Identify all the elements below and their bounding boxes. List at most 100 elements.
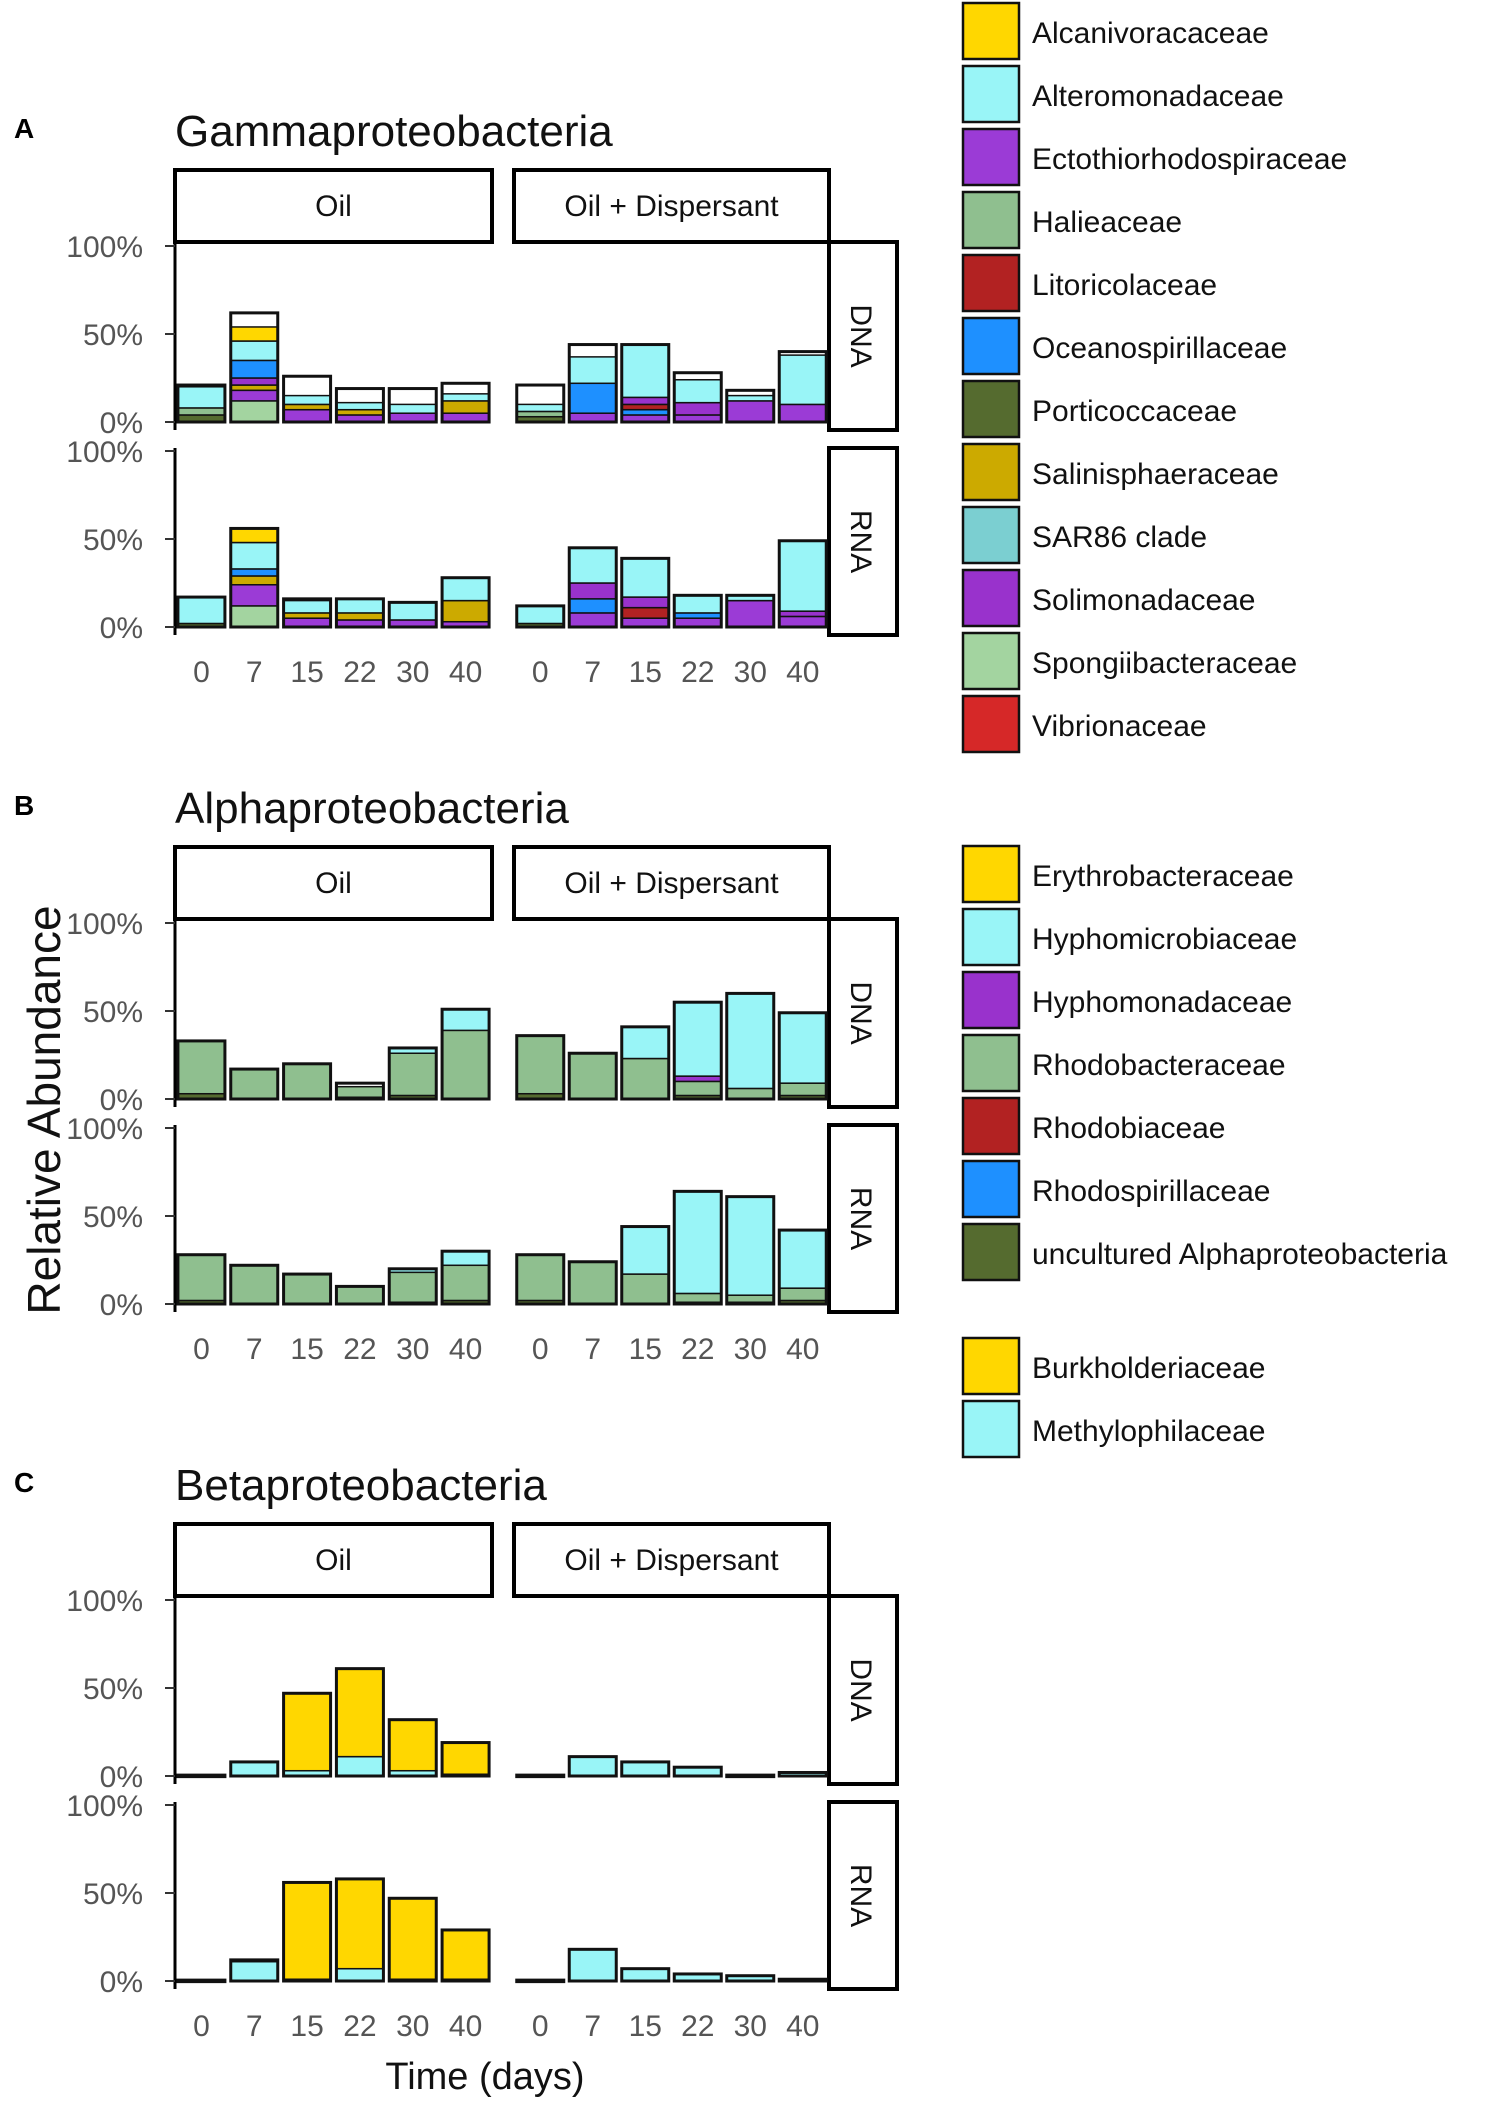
bar-segment bbox=[335, 401, 385, 411]
bar-outline bbox=[282, 1880, 333, 1983]
legend-label: Burkholderiaceae bbox=[1032, 1352, 1265, 1385]
bar-segment bbox=[441, 1029, 490, 1100]
row-strip-1 bbox=[827, 1800, 899, 1991]
y-axis-label: Relative Abundance bbox=[18, 905, 70, 1314]
bar-segment bbox=[441, 1250, 490, 1267]
legend-label: Ectothiorhodospiraceae bbox=[1032, 143, 1347, 176]
chart-title: Gammaproteobacteria bbox=[175, 107, 613, 156]
bar-segment bbox=[778, 1229, 827, 1289]
y-tick-label: 0% bbox=[100, 1761, 143, 1794]
bar-outline bbox=[387, 1896, 438, 1983]
bar-outline bbox=[672, 593, 723, 629]
bar-segment bbox=[673, 1080, 722, 1097]
bar-segment bbox=[516, 410, 565, 418]
bar-outline bbox=[440, 381, 491, 424]
x-tick-label: 30 bbox=[734, 1333, 767, 1366]
x-tick-label: 0 bbox=[532, 656, 549, 689]
x-tick-label: 30 bbox=[734, 2010, 767, 2043]
bar-outline bbox=[334, 1284, 385, 1306]
bar-outline bbox=[229, 311, 280, 424]
bar-outline bbox=[725, 593, 776, 629]
bar-segment bbox=[673, 1190, 722, 1295]
bar-outline bbox=[777, 539, 828, 629]
bar-outline bbox=[282, 597, 333, 629]
bar-segment bbox=[282, 394, 332, 406]
x-tick-label: 22 bbox=[343, 1333, 376, 1366]
bar-segment bbox=[726, 1294, 775, 1303]
bar-segment bbox=[230, 527, 279, 544]
legend-label: Rhodobacteraceae bbox=[1032, 1049, 1286, 1082]
bar-segment bbox=[568, 1052, 617, 1100]
bar-segment bbox=[621, 1026, 670, 1060]
bar-segment bbox=[441, 599, 490, 623]
bar-segment bbox=[441, 1741, 490, 1775]
legend-swatch bbox=[961, 1222, 1021, 1282]
bar-outline bbox=[515, 604, 566, 629]
chart-title: Betaproteobacteria bbox=[175, 1461, 547, 1510]
y-tick-label: 100% bbox=[66, 1790, 143, 1823]
bar-segment bbox=[726, 400, 775, 423]
bar-segment bbox=[568, 1755, 617, 1777]
chart-group-c: C Betaproteobacteria Oil Oil + Dispersant DN… bbox=[14, 1336, 1265, 2043]
bar-segment bbox=[230, 584, 279, 607]
y-tick-label: 0% bbox=[100, 1289, 143, 1322]
bar-segment bbox=[441, 1008, 490, 1032]
bar-segment bbox=[230, 340, 279, 362]
bar-segment bbox=[441, 400, 490, 414]
bar-outline bbox=[176, 1039, 227, 1101]
bar-segment bbox=[621, 396, 670, 406]
bar-segment bbox=[177, 1253, 226, 1302]
x-tick-label: 30 bbox=[396, 1333, 429, 1366]
bar-segment bbox=[388, 1271, 437, 1303]
bar-outline bbox=[515, 1773, 566, 1779]
x-tick-label: 7 bbox=[584, 656, 601, 689]
y-tick-label: 50% bbox=[83, 996, 143, 1029]
x-tick-label: 7 bbox=[584, 1333, 601, 1366]
bar-segment bbox=[230, 1960, 279, 1982]
bar-segment bbox=[778, 1287, 827, 1302]
bar-outline bbox=[777, 1011, 828, 1101]
bar-segment bbox=[230, 1761, 279, 1777]
bar-segment bbox=[568, 598, 617, 614]
legend-label: Porticoccaceae bbox=[1032, 395, 1237, 428]
row-strip-0 bbox=[827, 917, 899, 1109]
bar-segment bbox=[282, 1063, 332, 1100]
x-tick-label: 0 bbox=[532, 1333, 549, 1366]
legend-swatch bbox=[961, 568, 1021, 628]
bar-outline bbox=[387, 1718, 438, 1778]
facet-label: Oil + Dispersant bbox=[564, 1544, 779, 1577]
bar-segment bbox=[388, 1718, 437, 1772]
bar-segment bbox=[568, 547, 617, 584]
legend-swatch bbox=[961, 1399, 1021, 1459]
row-label: DNA bbox=[844, 304, 877, 367]
bar-outline bbox=[387, 600, 438, 629]
bar-segment bbox=[621, 408, 670, 416]
bar-outline bbox=[515, 1978, 566, 1984]
x-tick-label: 22 bbox=[681, 1333, 714, 1366]
bar-outline bbox=[515, 383, 566, 424]
x-tick-label: 15 bbox=[290, 656, 323, 689]
legend-swatch bbox=[961, 694, 1021, 754]
y-tick-label: 50% bbox=[83, 524, 143, 557]
bar-outline bbox=[672, 1189, 723, 1306]
bar-segment bbox=[621, 1225, 670, 1275]
y-tick-label: 100% bbox=[66, 1585, 143, 1618]
bar-segment bbox=[177, 407, 226, 416]
bar-segment bbox=[673, 594, 722, 614]
bar-segment bbox=[621, 1273, 670, 1305]
bar-segment bbox=[778, 403, 827, 423]
facet-label: Oil + Dispersant bbox=[564, 190, 779, 223]
bar-outline bbox=[176, 383, 227, 424]
facet-strip-1 bbox=[512, 845, 831, 921]
bar-outline bbox=[229, 1067, 280, 1101]
bar-outline bbox=[229, 1263, 280, 1306]
bar-outline bbox=[515, 1034, 566, 1101]
bar-outline bbox=[567, 1755, 618, 1778]
x-axis-label: Time (days) bbox=[385, 2056, 584, 2098]
legend-swatch bbox=[961, 505, 1021, 565]
bar-outline bbox=[229, 1958, 280, 1983]
legend-swatch bbox=[961, 631, 1021, 691]
legend-label: Hyphomicrobiaceae bbox=[1032, 923, 1297, 956]
bar-outline bbox=[334, 597, 385, 629]
y-tick-label: 0% bbox=[100, 407, 143, 440]
